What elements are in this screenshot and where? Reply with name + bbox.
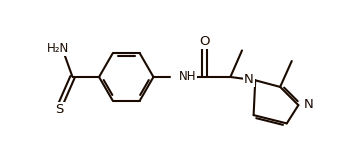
Text: H₂N: H₂N — [47, 42, 69, 55]
Text: NH: NH — [179, 70, 196, 84]
Text: N: N — [244, 73, 253, 86]
Text: S: S — [55, 103, 63, 116]
Text: O: O — [199, 35, 210, 48]
Text: N: N — [304, 98, 314, 111]
